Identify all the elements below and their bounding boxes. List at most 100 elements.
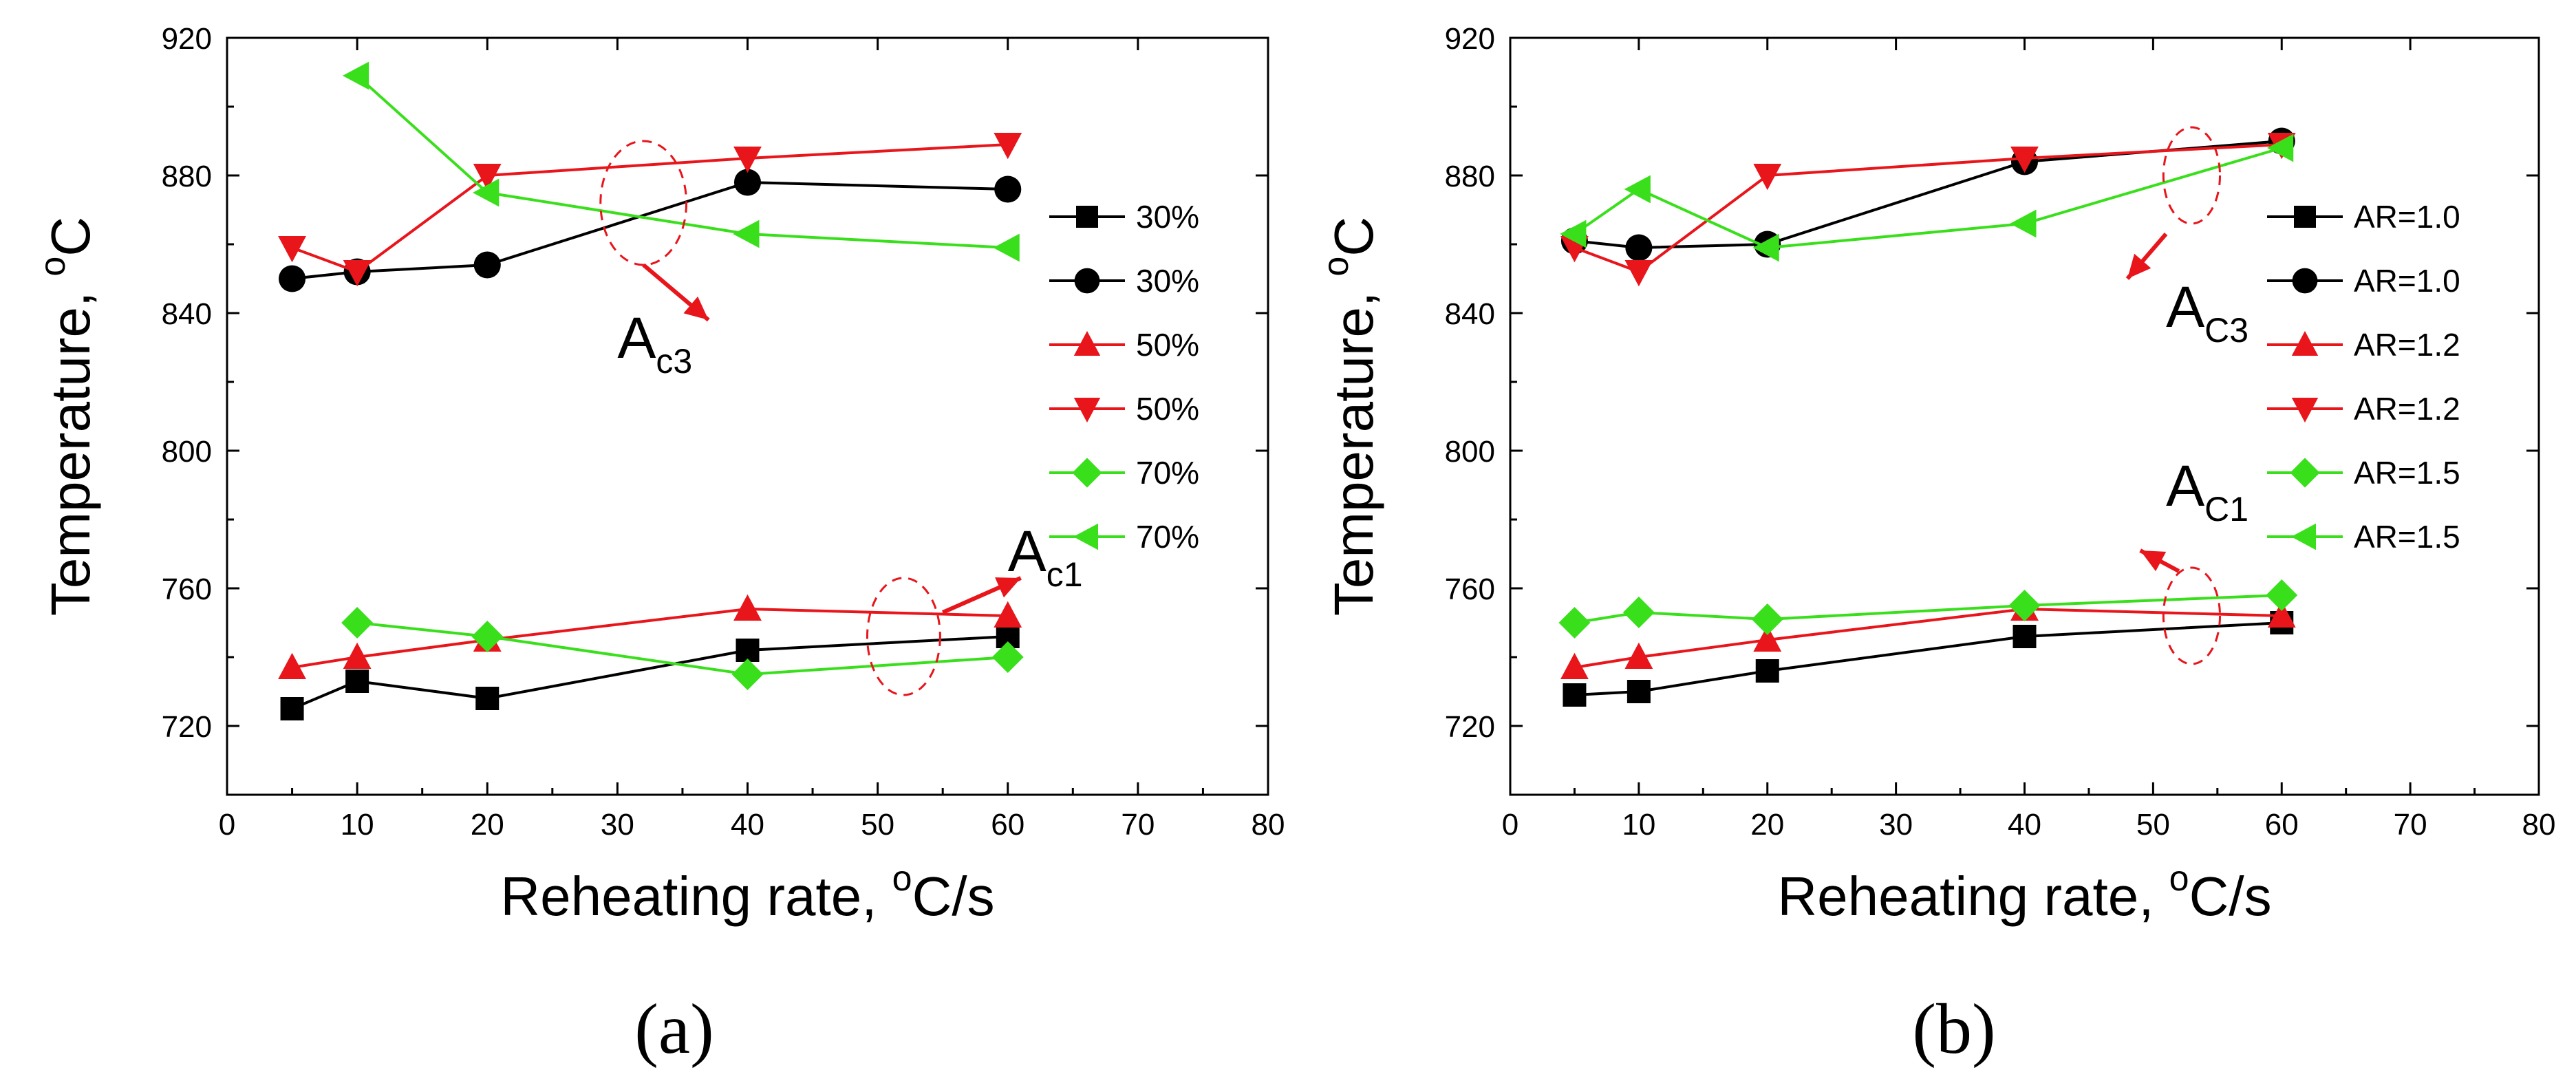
legend-marker-circle [2292, 268, 2318, 294]
data-point-triangle-down [2010, 147, 2039, 173]
legend-label: 30% [1136, 263, 1199, 299]
legend-label: AR=1.5 [2354, 519, 2460, 555]
legend-label: AR=1.0 [2354, 199, 2460, 235]
annotation-ellipse [2162, 126, 2222, 225]
y-tick-label: 920 [1445, 22, 1495, 56]
legend-marker-diamond [1072, 458, 1102, 488]
x-tick-label: 70 [1121, 808, 1155, 842]
data-point-triangle-left [342, 61, 369, 90]
x-tick-label: 10 [341, 808, 374, 842]
data-point-square [475, 687, 500, 710]
data-point-circle [473, 251, 501, 279]
y-tick-label: 800 [162, 435, 212, 469]
data-point-circle [1625, 234, 1653, 261]
legend-label: 50% [1136, 391, 1199, 427]
x-axis-label: Reheating rate, oC/s [1777, 859, 2271, 927]
data-point-diamond [2266, 579, 2298, 611]
data-point-diamond [991, 641, 1024, 673]
legend-marker-triangle-up [2291, 331, 2319, 356]
series-line-5 [1574, 147, 2282, 250]
x-tick-label: 20 [1750, 808, 1784, 842]
data-point-square [280, 697, 304, 720]
data-point-triangle-left [733, 220, 760, 248]
series-line-3 [291, 143, 1008, 274]
data-point-square [1755, 659, 1779, 683]
x-axis-label: Reheating rate, oC/s [500, 859, 994, 927]
series-line-0 [1574, 621, 2282, 696]
x-tick-label: 0 [1502, 808, 1518, 842]
x-tick-label: 50 [861, 808, 894, 842]
x-tick-label: 20 [471, 808, 504, 842]
data-point-triangle-up [1753, 625, 1782, 652]
legend-marker-triangle-left [1073, 523, 1098, 550]
annotation-ellipse [866, 577, 941, 696]
annotation-arrowhead [995, 577, 1021, 598]
data-point-triangle-down [278, 236, 306, 263]
data-point-diamond [731, 659, 764, 690]
annotation-arrowhead [2140, 550, 2167, 572]
chart-panel-a: 0 10 20 30 40 50 60 70 80 720 760 800 840 880 920 Rehea… [33, 22, 1285, 1069]
data-point-triangle-up [1624, 642, 1653, 669]
data-point-square [996, 625, 1020, 648]
data-point-triangle-left [2010, 209, 2037, 238]
annotation-label-0: Ac3 [617, 306, 692, 381]
data-point-diamond [1558, 607, 1591, 639]
x-tick-label: 0 [219, 808, 235, 842]
x-tick-label: 50 [2136, 808, 2170, 842]
legend-marker-square [2294, 206, 2316, 228]
legend-marker-circle [1074, 268, 1100, 294]
data-point-triangle-up [278, 652, 306, 679]
legend-marker-triangle-up [1073, 331, 1101, 356]
series-line-4 [1574, 594, 2282, 624]
x-tick-label: 80 [2522, 808, 2556, 842]
x-tick-label: 60 [2265, 808, 2299, 842]
y-tick-label: 880 [162, 160, 212, 193]
y-axis-label: Temperature, oC [1316, 217, 1384, 616]
data-point-triangle-down [473, 164, 502, 191]
data-point-square [1563, 683, 1587, 707]
legend-label: AR=1.2 [2354, 327, 2460, 363]
y-tick-label: 920 [162, 22, 212, 56]
data-point-triangle-left [473, 178, 500, 207]
data-point-triangle-left [1752, 233, 1779, 262]
panel-label: (b) [1912, 989, 1995, 1069]
series-line-2 [292, 607, 1008, 669]
data-point-diamond [341, 607, 374, 639]
y-tick-label: 760 [1445, 572, 1495, 606]
data-point-circle [994, 175, 1022, 203]
data-point-triangle-left [1560, 220, 1587, 248]
series-line-1 [292, 180, 1008, 280]
x-tick-label: 40 [2008, 808, 2041, 842]
legend-label: 70% [1136, 519, 1199, 555]
legend-label: 50% [1136, 327, 1199, 363]
data-point-diamond [471, 621, 504, 652]
data-point-diamond [1622, 597, 1655, 628]
legend-label: AR=1.5 [2354, 455, 2460, 491]
data-point-triangle-left [2267, 133, 2294, 162]
legend-label: AR=1.2 [2354, 391, 2460, 427]
legend-marker-diamond [2290, 458, 2320, 488]
legend-label: 70% [1136, 455, 1199, 491]
data-point-triangle-down [1753, 164, 1782, 191]
x-tick-label: 60 [991, 808, 1024, 842]
data-point-triangle-left [1624, 175, 1651, 204]
data-point-square [1627, 680, 1651, 703]
data-point-triangle-up [343, 642, 372, 669]
chart-panel-b: 0 10 20 30 40 50 60 70 80 720 760 800 840 880 920 Rehea… [1316, 22, 2555, 1069]
data-point-triangle-down [1624, 260, 1653, 287]
annotation-label-1: Ac1 [1008, 519, 1083, 594]
y-tick-label: 840 [1445, 297, 1495, 331]
legend-label: 30% [1136, 199, 1199, 235]
y-tick-label: 800 [1445, 435, 1495, 469]
x-tick-label: 30 [601, 808, 634, 842]
data-point-square [2012, 625, 2037, 648]
legend-marker-triangle-down [2291, 398, 2319, 422]
data-point-triangle-down [733, 147, 762, 173]
x-tick-label: 40 [731, 808, 764, 842]
y-tick-label: 720 [1445, 710, 1495, 744]
data-point-triangle-up [733, 594, 762, 621]
x-tick-label: 70 [2394, 808, 2427, 842]
series-line-2 [1574, 607, 2282, 669]
data-point-triangle-up [1560, 652, 1589, 679]
